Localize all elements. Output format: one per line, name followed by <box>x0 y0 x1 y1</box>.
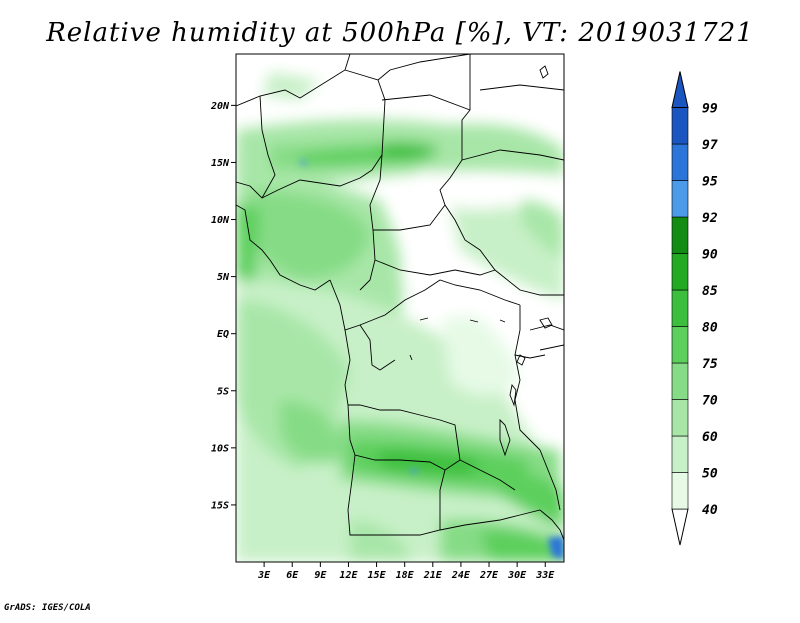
lon-tick-label: 9E <box>314 570 327 581</box>
colorbar-label: 80 <box>702 321 718 336</box>
humidity-field <box>236 54 564 562</box>
colorbar-low-triangle <box>671 508 689 546</box>
colorbar-label: 60 <box>702 430 718 445</box>
colorbar-segment <box>671 180 689 218</box>
lat-tick-label: 15S <box>211 500 229 511</box>
axis-ticks: 20N 15N 10N 5N EQ 5S 10S 15S 3E 6E 9E 12E 15E 18E 21E 2… <box>210 101 555 581</box>
lat-tick-label: 20N <box>210 101 230 112</box>
colorbar-label: 95 <box>702 175 718 190</box>
colorbar-label: 75 <box>702 357 718 372</box>
colorbar: 40 50 60 70 75 80 85 90 92 95 97 99 <box>671 71 718 546</box>
map-title: Relative humidity at 500hPa [%], VT: 201… <box>46 18 754 48</box>
lon-tick-label: 3E <box>257 570 271 581</box>
colorbar-segment <box>671 216 689 254</box>
colorbar-label: 50 <box>702 467 718 482</box>
lat-tick-label: 15N <box>211 158 230 169</box>
colorbar-segment <box>671 399 689 437</box>
lat-tick-label: EQ <box>217 329 229 340</box>
colorbar-segment <box>671 107 689 145</box>
colorbar-segment <box>671 362 689 400</box>
colorbar-label: 92 <box>702 211 718 226</box>
colorbar-label: 97 <box>702 138 718 153</box>
colorbar-segment <box>671 143 689 181</box>
colorbar-segment <box>671 326 689 364</box>
colorbar-segment <box>671 435 689 473</box>
colorbar-high-triangle <box>671 71 689 108</box>
lon-tick-label: 12E <box>339 570 358 581</box>
country-borders <box>236 54 564 541</box>
map-frame <box>235 53 565 563</box>
lat-tick-label: 5S <box>217 386 229 397</box>
colorbar-label: 85 <box>702 284 718 299</box>
lon-tick-label: 18E <box>396 570 415 581</box>
lon-tick-label: 15E <box>368 570 387 581</box>
lon-tick-label: 27E <box>479 570 499 581</box>
colorbar-label: 99 <box>702 102 718 117</box>
lat-tick-label: 5N <box>217 272 230 283</box>
lon-tick-label: 30E <box>507 570 527 581</box>
lat-tick-label: 10N <box>211 215 230 226</box>
colorbar-segment <box>671 472 689 510</box>
lon-tick-label: 21E <box>423 570 443 581</box>
lon-tick-label: 33E <box>535 570 555 581</box>
colorbar-label: 90 <box>702 248 718 263</box>
lon-tick-label: 6E <box>286 570 299 581</box>
colorbar-label: 40 <box>702 503 718 518</box>
colorbar-segment <box>671 289 689 327</box>
lon-tick-label: 24E <box>451 570 471 581</box>
colorbar-label: 70 <box>702 394 718 409</box>
credit-text: GrADS: IGES/COLA <box>4 603 91 613</box>
lat-tick-label: 10S <box>211 443 229 454</box>
colorbar-segment <box>671 253 689 291</box>
